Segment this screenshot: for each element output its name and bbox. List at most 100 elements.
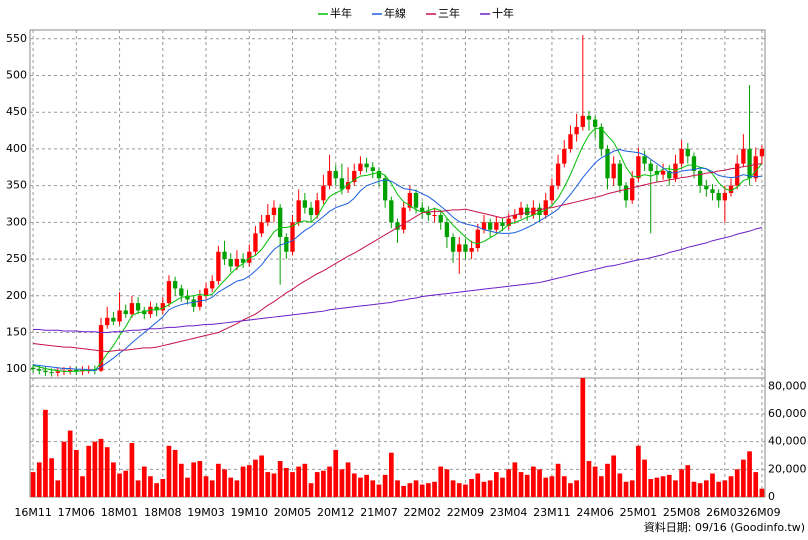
volume-bar <box>308 483 314 497</box>
candle-body <box>339 178 345 190</box>
candle-body <box>759 148 765 157</box>
x-tick-label: 23M11 <box>533 506 571 519</box>
volume-bar <box>148 476 153 497</box>
candle-body <box>185 295 190 300</box>
volume-bar <box>166 445 172 497</box>
candle-body <box>123 310 128 315</box>
y-tick-label: 400 <box>6 142 27 155</box>
x-tick-label: 25M08 <box>663 506 701 519</box>
candle-body <box>55 371 60 373</box>
ma-line <box>33 163 762 353</box>
volume-bar <box>654 477 660 497</box>
candle-body <box>67 369 73 371</box>
volume-bar <box>543 477 549 497</box>
volume-bar <box>401 485 407 497</box>
candle-body <box>611 163 616 179</box>
candle-body <box>43 370 48 373</box>
candle-body <box>111 317 116 322</box>
candle-body <box>710 189 715 193</box>
candle-body <box>284 237 289 252</box>
volume-bar <box>67 430 73 497</box>
candle-body <box>450 237 456 252</box>
candle-body <box>296 200 301 223</box>
volume-bar <box>327 466 332 497</box>
candle-body <box>117 310 122 322</box>
volume-bar <box>512 462 518 497</box>
volume-bar <box>574 480 579 497</box>
volume-bar <box>605 463 610 497</box>
volume-bar <box>364 474 369 497</box>
candle-body <box>148 306 153 315</box>
candle-body <box>741 148 746 164</box>
legend-label: 三年 <box>438 6 460 20</box>
volume-bar <box>407 483 413 497</box>
legend-label: 年線 <box>384 6 406 20</box>
volume-tick-label: 80,000 <box>768 379 807 392</box>
volume-bar <box>426 483 431 497</box>
candle-body <box>129 303 135 315</box>
candle-body <box>376 170 382 179</box>
volume-bar <box>61 441 67 497</box>
volume-bar <box>222 469 227 497</box>
volume-bar <box>321 470 326 497</box>
volume-bar <box>697 483 703 497</box>
candle-body <box>463 244 468 252</box>
x-tick-label: 16M11 <box>14 506 52 519</box>
volume-bar <box>703 480 709 497</box>
volume-bar <box>568 483 573 497</box>
volume-bar <box>728 476 734 497</box>
volume-bar <box>537 469 542 497</box>
volume-bar <box>382 474 388 497</box>
candle-body <box>382 178 388 201</box>
volume-bar <box>333 449 339 497</box>
candle-body <box>253 233 258 252</box>
volume-bar <box>463 484 468 497</box>
volume-bar <box>43 409 48 497</box>
volume-bar <box>259 455 264 497</box>
candle-body <box>49 372 54 374</box>
volume-bar <box>506 469 512 497</box>
candle-body <box>506 218 511 227</box>
volume-bar <box>302 463 308 497</box>
volume-bar <box>234 480 240 497</box>
price-panel <box>29 29 766 379</box>
volume-bar <box>351 473 357 497</box>
candle-body <box>370 167 375 171</box>
candle-body <box>154 306 159 311</box>
candle-body <box>568 134 573 149</box>
volume-bar <box>246 465 252 497</box>
volume-bar <box>469 479 474 497</box>
candle-body <box>315 200 320 216</box>
x-tick-label: 24M06 <box>576 506 614 519</box>
candle-body <box>345 181 351 190</box>
x-tick-label: 22M02 <box>403 506 441 519</box>
candle-body <box>321 185 326 201</box>
volume-bar <box>648 479 654 497</box>
candle-body <box>562 148 567 164</box>
candle-body <box>191 299 196 307</box>
volume-bar <box>376 484 382 497</box>
volume-bar <box>623 481 629 497</box>
candle-body <box>654 170 660 175</box>
y-tick-label: 300 <box>6 215 27 228</box>
candle-body <box>413 192 419 208</box>
candle-body <box>160 303 165 311</box>
volume-bar <box>753 472 759 497</box>
ma-line <box>33 149 762 372</box>
candle-body <box>469 248 474 252</box>
volume-bar <box>685 465 691 497</box>
candle-body <box>691 156 697 171</box>
candle-body <box>747 148 752 179</box>
volume-bar <box>141 466 147 497</box>
candle-body <box>574 126 579 135</box>
volume-bar <box>86 445 92 497</box>
volume-bar <box>314 472 320 497</box>
volume-bar <box>450 480 456 497</box>
candle-body <box>636 156 641 179</box>
volume-bar <box>240 466 246 497</box>
candle-body <box>660 170 666 175</box>
volume-bar <box>296 466 302 497</box>
x-tick-label: 18M01 <box>101 506 139 519</box>
volume-bar <box>710 473 715 497</box>
candle-body <box>247 251 252 263</box>
